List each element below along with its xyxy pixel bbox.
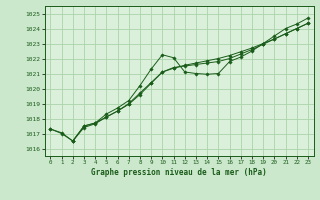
X-axis label: Graphe pression niveau de la mer (hPa): Graphe pression niveau de la mer (hPa)	[91, 168, 267, 177]
